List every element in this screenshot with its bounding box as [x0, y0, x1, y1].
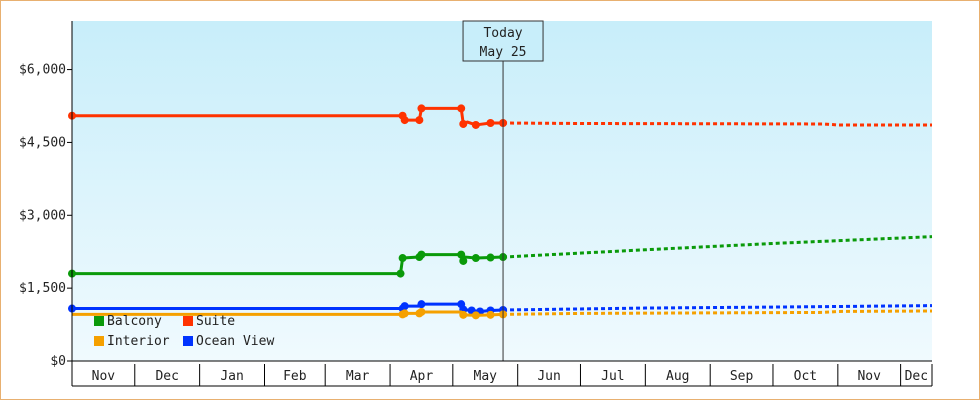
- data-point-balcony: [417, 250, 426, 259]
- legend-swatch-balcony: [94, 316, 104, 326]
- legend: Balcony Suite Interior Ocean View: [94, 314, 274, 349]
- data-point-ocean-view: [400, 302, 409, 311]
- series-balcony: [68, 235, 933, 278]
- y-tick-label: $3,000: [19, 208, 66, 223]
- y-tick-label: $6,000: [19, 63, 66, 78]
- plot-area: [72, 21, 932, 361]
- x-tick-label: Aug: [666, 369, 689, 384]
- data-point-interior: [400, 309, 409, 318]
- data-point-interior: [471, 311, 480, 320]
- legend-swatch-ocean-view: [183, 336, 193, 346]
- forecast-line-ocean-view: [503, 304, 933, 312]
- x-tick-label: Jan: [220, 369, 243, 384]
- data-point-balcony: [396, 269, 405, 278]
- series-layer: [68, 104, 933, 320]
- y-tick-label: $4,500: [19, 135, 66, 150]
- x-tick-label: Jun: [537, 369, 560, 384]
- x-tick-label: Dec: [905, 369, 928, 384]
- legend-swatch-interior: [94, 336, 104, 346]
- today-label-date: May 25: [480, 45, 527, 60]
- data-point-ocean-view: [417, 300, 426, 309]
- data-point-suite: [415, 116, 424, 125]
- today-label-title: Today: [483, 26, 522, 41]
- data-point-suite: [400, 116, 409, 125]
- data-point-suite: [417, 104, 426, 113]
- series-suite: [68, 104, 932, 129]
- x-tick-label: Apr: [410, 369, 434, 384]
- data-point-suite: [457, 104, 466, 113]
- data-point-interior: [486, 310, 495, 319]
- forecast-line-balcony: [502, 235, 933, 259]
- data-point-balcony: [398, 254, 407, 263]
- data-point-balcony: [457, 250, 466, 259]
- legend-swatch-suite: [183, 316, 193, 326]
- series-interior: [72, 307, 933, 320]
- x-tick-label: Oct: [794, 369, 817, 384]
- x-tick-label: May: [474, 369, 498, 384]
- data-point-balcony: [486, 253, 495, 262]
- x-tick-label: Jul: [601, 369, 624, 384]
- today-label-box: [462, 20, 544, 62]
- data-point-balcony: [459, 256, 468, 265]
- axis-layer: $0 $1,500 $3,000 $4,500 $6,000 Nov Dec Jan Feb Ma…: [19, 21, 933, 387]
- x-tick-label: Mar: [346, 369, 370, 384]
- today-layer: Today May 25: [462, 20, 544, 361]
- forecast-line-interior: [503, 309, 933, 316]
- data-point-interior: [459, 310, 468, 319]
- x-tick-label: Feb: [283, 369, 307, 384]
- x-tick-label: Sep: [730, 369, 754, 384]
- x-tick-label: Nov: [857, 369, 881, 384]
- legend-label-interior: Interior: [107, 334, 170, 349]
- legend-label-ocean-view: Ocean View: [196, 334, 274, 349]
- legend-label-balcony: Balcony: [107, 314, 162, 329]
- x-tick-label: Dec: [155, 369, 178, 384]
- data-point-suite: [486, 119, 495, 127]
- y-tick-label: $0: [50, 354, 66, 369]
- legend-label-suite: Suite: [196, 314, 235, 329]
- data-point-suite: [471, 120, 480, 129]
- y-tick-label: $1,500: [19, 281, 66, 296]
- data-point-interior: [417, 307, 426, 316]
- data-point-suite: [459, 119, 468, 128]
- data-point-balcony: [471, 254, 480, 263]
- x-tick-label: Nov: [92, 369, 116, 384]
- forecast-line-suite: [503, 121, 932, 127]
